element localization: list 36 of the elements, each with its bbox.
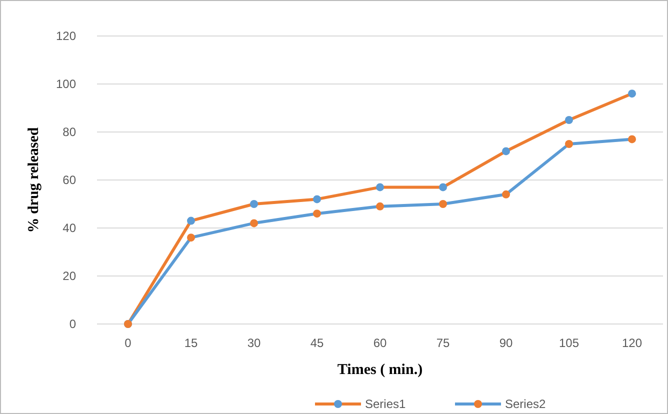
y-tick-label: 80 — [62, 125, 76, 140]
y-tick-label: 20 — [62, 269, 76, 284]
legend-label: Series1 — [365, 397, 406, 412]
x-tick-label: 75 — [436, 336, 450, 350]
point — [187, 234, 195, 242]
x-tick-label: 45 — [310, 336, 324, 350]
point — [502, 147, 510, 156]
point — [565, 116, 573, 124]
y-tick-label: 0 — [69, 317, 76, 332]
point — [502, 190, 510, 198]
point — [439, 200, 447, 208]
point — [313, 210, 321, 218]
point — [565, 140, 573, 148]
point — [250, 219, 258, 228]
point — [376, 202, 384, 210]
point — [439, 183, 447, 192]
x-tick-label: 120 — [622, 336, 642, 350]
y-tick-label: 120 — [56, 29, 76, 44]
point — [187, 216, 195, 225]
x-tick-label: 15 — [184, 336, 198, 350]
legend-label: Series2 — [505, 397, 546, 412]
y-axis-title: % drug released — [26, 126, 42, 233]
x-tick-label: 60 — [373, 336, 387, 350]
x-axis-title: Times ( min.) — [337, 362, 423, 378]
y-tick-label: 60 — [62, 173, 76, 188]
x-tick-label: 30 — [247, 336, 261, 350]
x-tick-label: 90 — [499, 336, 513, 350]
point — [250, 200, 258, 208]
y-tick-label: 40 — [62, 221, 76, 236]
x-tick-label: 105 — [558, 336, 580, 350]
point — [628, 135, 636, 144]
point — [628, 90, 636, 98]
x-tick-label: 0 — [124, 336, 132, 350]
point — [313, 195, 321, 204]
y-tick-label: 100 — [56, 77, 76, 92]
point — [376, 183, 384, 192]
